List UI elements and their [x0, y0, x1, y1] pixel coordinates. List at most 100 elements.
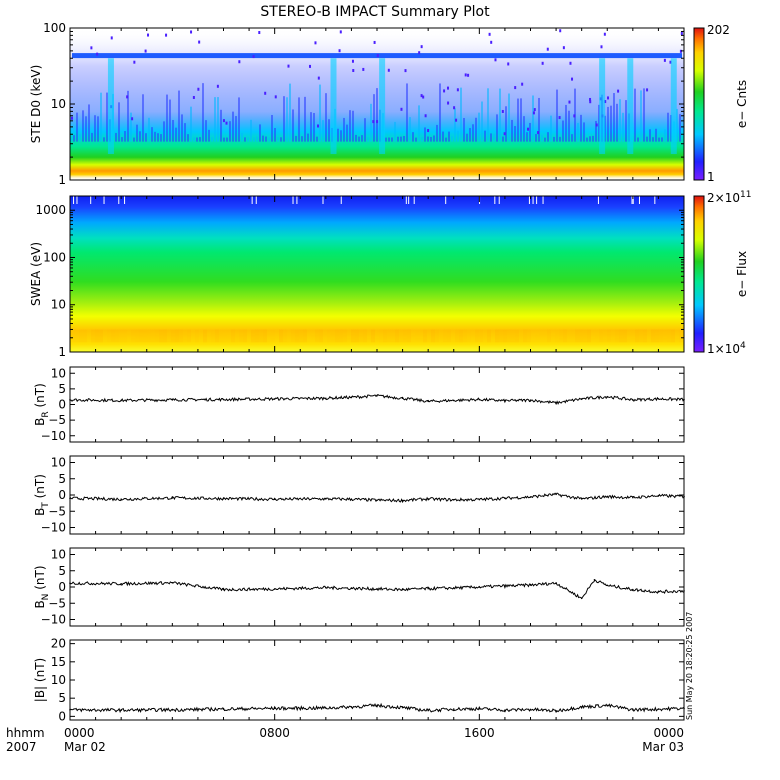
bt-point	[325, 498, 327, 500]
ste-d0-ylabel: STE D0 (keV)	[29, 65, 43, 144]
swea-texture	[539, 329, 543, 343]
br-point	[325, 397, 327, 400]
time-tick-label: 0000	[653, 726, 684, 740]
ste-sparse-count	[589, 97, 592, 101]
swea-texture	[495, 329, 499, 343]
swea-texture	[379, 329, 383, 343]
ste-sparse-count	[372, 120, 375, 124]
swea-texture	[71, 329, 75, 343]
ste-sparse-count	[546, 47, 549, 51]
bmag-point	[452, 708, 455, 710]
swea-texture	[219, 329, 223, 343]
swea-texture	[423, 329, 427, 343]
swea-texture	[283, 329, 287, 343]
swea-texture	[415, 329, 419, 343]
br-point	[606, 395, 609, 398]
swea-texture	[127, 329, 131, 343]
swea-texture	[303, 329, 307, 343]
y-tick-label: −10	[41, 429, 66, 443]
swea-texture	[671, 329, 675, 343]
swea-texture	[427, 329, 431, 343]
ste-sparse-count	[274, 95, 277, 99]
ste-sparse-count	[126, 95, 129, 99]
swea-texture	[499, 329, 503, 343]
swea-texture	[359, 329, 363, 343]
swea-texture	[659, 329, 663, 343]
time-axis-row1-label: hhmm	[6, 726, 45, 740]
swea-texture	[79, 329, 83, 343]
swea-texture	[339, 329, 343, 343]
y-tick-label: 20	[51, 637, 66, 651]
swea-texture	[343, 329, 347, 343]
swea-texture	[147, 329, 151, 343]
bmag-point	[222, 708, 225, 710]
bn-point	[325, 586, 327, 589]
swea-texture	[443, 329, 447, 343]
ste-sparse-count	[225, 121, 228, 125]
swea-texture	[131, 329, 135, 343]
swea-texture	[355, 329, 359, 343]
swea-texture	[623, 329, 627, 343]
ste-sparse-count	[569, 61, 572, 65]
swea-texture	[535, 329, 539, 343]
swea-texture	[467, 329, 471, 343]
swea-texture	[255, 329, 259, 343]
swea-texture	[595, 329, 599, 343]
ste-sparse-count	[317, 76, 320, 80]
swea-texture	[267, 329, 271, 343]
bn-point	[580, 597, 583, 600]
ste-sparse-count	[70, 116, 73, 120]
ste-sparse-count	[222, 119, 225, 123]
swea-texture	[275, 329, 279, 343]
y-tick-label: 10	[51, 97, 66, 111]
bn-point	[478, 586, 481, 588]
ste-sparse-count	[603, 32, 606, 36]
swea-texture	[419, 329, 423, 343]
y-tick-label: 1	[58, 345, 66, 359]
ste-sparse-count	[464, 73, 467, 77]
swea-texture	[187, 329, 191, 343]
time-axis-row2-label: 2007	[6, 740, 37, 754]
br-point	[350, 396, 353, 399]
bn-point	[350, 587, 353, 590]
swea-texture	[575, 329, 579, 343]
br-point	[478, 398, 481, 401]
br-frame	[69, 366, 685, 443]
ste-sparse-count	[595, 123, 598, 127]
bt-point	[606, 495, 609, 498]
swea-texture	[631, 329, 635, 343]
bmag-point	[555, 710, 557, 712]
swea-texture	[567, 329, 571, 343]
y-tick-label: 10	[51, 673, 66, 687]
swea-texture	[519, 329, 523, 343]
swea-texture	[227, 329, 231, 343]
swea-colorbar-min-label: 1×104	[707, 341, 746, 356]
bt-point	[376, 499, 378, 502]
swea-texture	[523, 329, 527, 343]
ste-sparse-count	[147, 33, 150, 37]
swea-texture	[279, 329, 283, 343]
swea-texture	[191, 329, 195, 343]
swea-texture	[555, 329, 559, 343]
swea-texture	[143, 329, 147, 343]
ste-sparse-count	[604, 100, 607, 104]
swea-texture	[647, 329, 651, 343]
bn-point	[632, 588, 634, 591]
ste-sparse-count	[264, 91, 267, 95]
br-point	[504, 399, 506, 402]
bmag-point	[376, 704, 378, 707]
bn-point	[657, 591, 660, 593]
ste-sparse-count	[679, 49, 682, 53]
bmag-point	[529, 708, 532, 711]
swea-texture	[679, 329, 683, 343]
swea-texture	[239, 329, 243, 343]
ste-burst	[599, 58, 606, 154]
swea-texture	[563, 329, 567, 343]
swea-texture	[99, 329, 103, 343]
swea-texture	[271, 329, 275, 343]
swea-texture	[183, 329, 187, 343]
bn-point	[171, 581, 174, 584]
ste-sparse-count	[455, 118, 458, 122]
ste-sparse-count	[400, 107, 403, 111]
ste-burst	[670, 58, 677, 154]
